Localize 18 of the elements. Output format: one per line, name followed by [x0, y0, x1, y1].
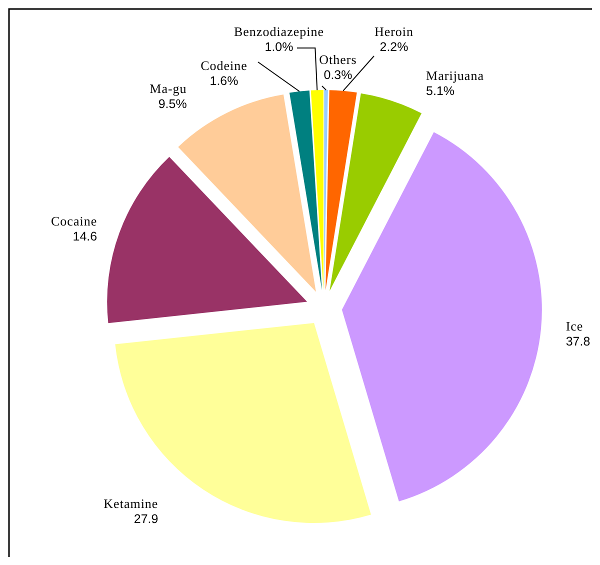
- slice-label: Ketamine: [104, 496, 158, 511]
- data-label: 2.2%: [380, 40, 408, 54]
- data-label: 1.6%: [210, 74, 238, 88]
- slice-label: Cocaine: [51, 213, 98, 228]
- slice-label: Heroin: [374, 24, 414, 39]
- data-label: 27.9: [134, 512, 158, 526]
- data-label: 14.6: [72, 229, 98, 244]
- slice-label: Marijuana: [426, 68, 484, 83]
- slice-label: Others: [319, 52, 357, 67]
- data-label: 9.5%: [158, 97, 187, 112]
- slice-label: Ma-gu: [150, 81, 187, 96]
- data-label: 1.0%: [264, 40, 294, 54]
- slice-label: Ice: [566, 318, 584, 334]
- data-label: 5.1%: [426, 84, 455, 98]
- data-label: 0.3%: [324, 68, 352, 82]
- slice-label: Codeine: [200, 58, 248, 73]
- data-label: 37.8: [566, 334, 590, 349]
- slice-label: Benzodiazepine: [234, 24, 324, 39]
